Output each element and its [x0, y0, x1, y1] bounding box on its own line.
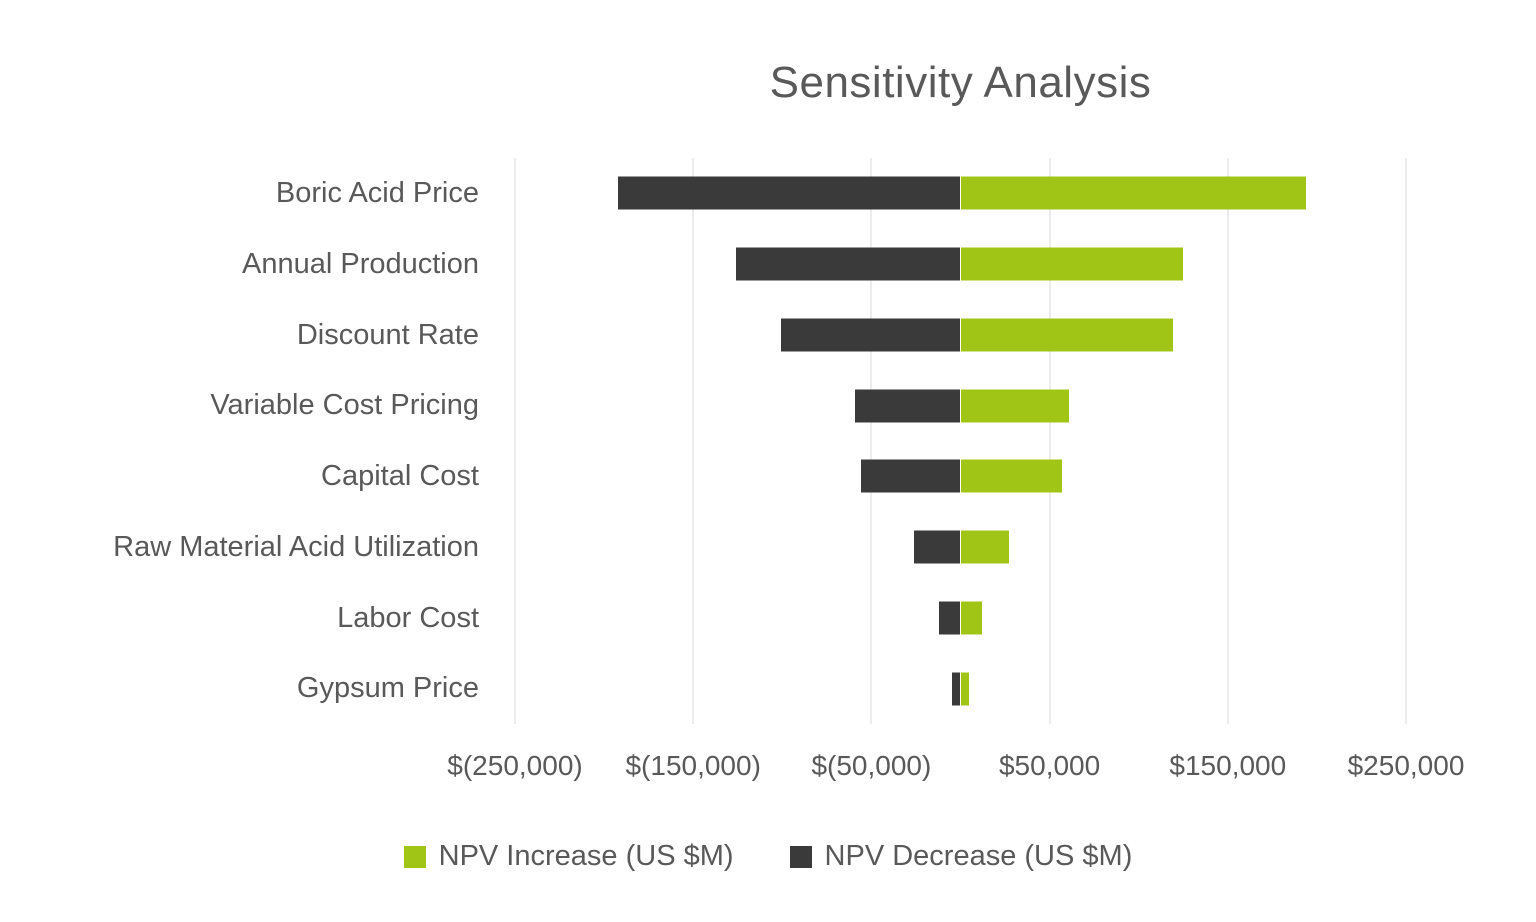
plot-area: [514, 158, 1407, 724]
npv-increase-bar: [960, 176, 1307, 210]
npv-increase-bar: [960, 672, 970, 706]
npv-decrease-bar: [780, 318, 961, 352]
category-label: Boric Acid Price: [275, 177, 479, 209]
category-label: Annual Production: [242, 247, 479, 280]
gridline: [1405, 158, 1407, 724]
npv-increase-bar: [960, 459, 1063, 493]
x-tick-label: $50,000: [998, 750, 1101, 781]
gridline: [1227, 158, 1229, 724]
category-axis: Boric Acid Price Annual Production Discoun…: [0, 158, 515, 724]
legend-swatch-icon: [789, 845, 812, 868]
bar-row: [515, 300, 1406, 371]
chart-title: Sensitivity Analysis: [769, 58, 1152, 107]
x-axis: $(250,000) $(150,000) $(50,000) $50,000 $150…: [447, 750, 1464, 790]
x-tick-label: $(150,000): [625, 750, 761, 781]
legend-swatch-icon: [403, 845, 426, 868]
bar-row: [515, 370, 1406, 441]
legend-item: NPV Increase (US $M): [403, 840, 734, 873]
legend: NPV Increase (US $M) NPV Decrease (US $M): [0, 840, 1536, 873]
x-tick-label: $250,000: [1347, 750, 1465, 781]
npv-decrease-bar: [914, 530, 961, 564]
legend-item: NPV Decrease (US $M): [789, 840, 1133, 873]
category-label: Discount Rate: [296, 318, 479, 351]
npv-increase-bar: [960, 247, 1184, 281]
category-label: Capital Cost: [321, 460, 479, 492]
npv-decrease-bar: [951, 672, 961, 706]
x-tick-label: $(50,000): [811, 750, 932, 781]
gridline: [1049, 158, 1051, 724]
npv-increase-bar: [960, 530, 1009, 564]
npv-increase-bar: [960, 318, 1173, 352]
bar-row: [515, 583, 1406, 654]
bar-row: [515, 512, 1406, 583]
x-tick-label: $150,000: [1169, 750, 1287, 781]
npv-decrease-bar: [860, 459, 961, 493]
bar-row: [515, 441, 1406, 512]
bar-row: [515, 229, 1406, 300]
gridline: [514, 158, 516, 724]
category-label: Variable Cost Pricing: [210, 389, 479, 422]
npv-decrease-bar: [939, 601, 961, 635]
bar-rows: [515, 158, 1406, 724]
category-label: Gypsum Price: [296, 672, 479, 705]
legend-label: NPV Increase (US $M): [438, 840, 734, 872]
npv-decrease-bar: [855, 389, 961, 423]
npv-decrease-bar: [735, 247, 961, 281]
npv-increase-bar: [960, 601, 982, 635]
category-label: Labor Cost: [337, 601, 479, 634]
legend-label: NPV Decrease (US $M): [824, 840, 1133, 872]
gridline: [870, 158, 872, 724]
category-label: Raw Material Acid Utilization: [113, 530, 479, 563]
npv-decrease-bar: [618, 176, 961, 210]
gridlines: [514, 158, 1407, 724]
x-tick-label: $(250,000): [447, 750, 583, 781]
bar-row: [515, 653, 1406, 724]
gridline: [692, 158, 694, 724]
npv-increase-bar: [960, 389, 1070, 423]
bar-row: [515, 158, 1406, 229]
